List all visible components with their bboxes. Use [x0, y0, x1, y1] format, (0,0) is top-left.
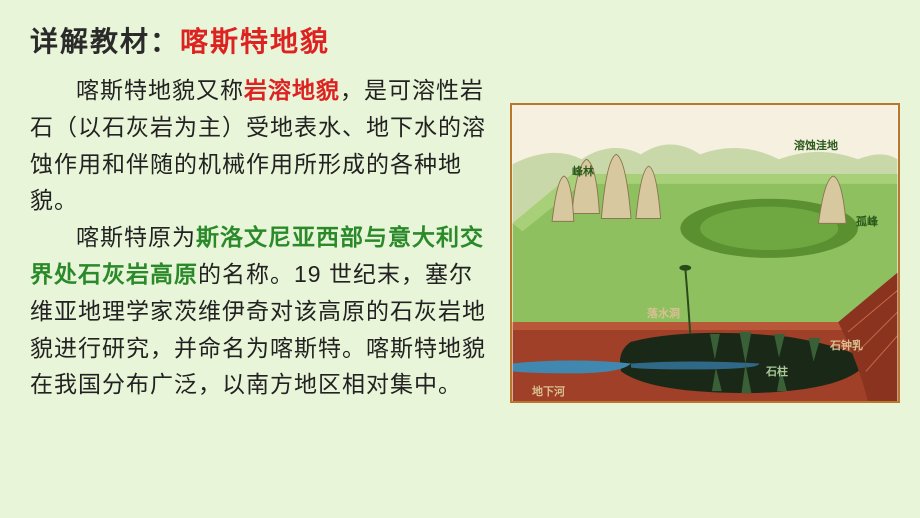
p1-highlight-red: 岩溶地貌	[244, 77, 340, 103]
figure-column: 溶蚀洼地 峰林 孤峰 落水洞 石钟乳 石柱 地下河	[510, 72, 900, 403]
title-main: 喀斯特地貌	[180, 26, 330, 57]
label-shizhongru: 石钟乳	[830, 337, 863, 353]
body-text: 喀斯特地貌又称岩溶地貌，是可溶性岩石（以石灰岩为主）受地表水、地下水的溶蚀作用和…	[30, 72, 490, 403]
karst-svg	[512, 105, 898, 401]
label-gufeng: 孤峰	[856, 213, 878, 229]
paragraph-2: 喀斯特原为斯洛文尼亚西部与意大利交界处石灰岩高原的名称。19 世纪末，塞尔维亚地…	[30, 219, 490, 403]
p1-seg1: 喀斯特地貌又称	[76, 77, 244, 103]
label-fenglin: 峰林	[572, 163, 594, 179]
karst-diagram: 溶蚀洼地 峰林 孤峰 落水洞 石钟乳 石柱 地下河	[510, 103, 900, 403]
label-rongshi-wadi: 溶蚀洼地	[794, 137, 838, 153]
label-luoshuidong: 落水洞	[647, 305, 680, 321]
title-prefix: 详解教材：	[30, 26, 180, 57]
label-shizhu: 石柱	[766, 363, 788, 379]
p2-seg1: 喀斯特原为	[76, 224, 196, 250]
content: 喀斯特地貌又称岩溶地貌，是可溶性岩石（以石灰岩为主）受地表水、地下水的溶蚀作用和…	[30, 72, 890, 403]
paragraph-1: 喀斯特地貌又称岩溶地貌，是可溶性岩石（以石灰岩为主）受地表水、地下水的溶蚀作用和…	[30, 72, 490, 219]
page-title: 详解教材：喀斯特地貌	[30, 20, 890, 60]
label-dixiahe: 地下河	[532, 383, 565, 399]
